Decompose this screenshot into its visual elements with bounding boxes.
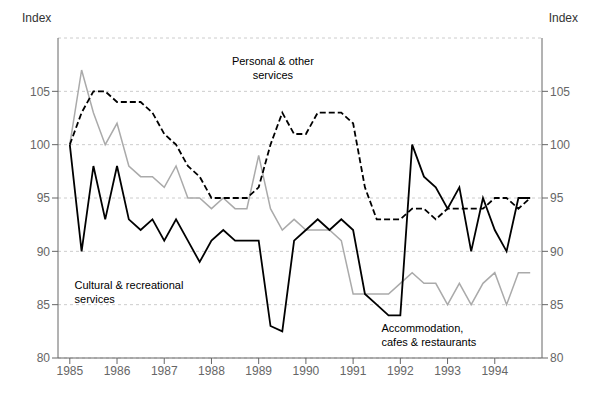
svg-text:85: 85 [37,298,51,312]
svg-text:80: 80 [550,351,564,365]
svg-text:Cultural & recreationalservice: Cultural & recreationalservices [75,279,184,305]
svg-text:95: 95 [550,191,564,205]
svg-text:105: 105 [30,85,50,99]
svg-text:1991: 1991 [340,364,367,378]
svg-text:1990: 1990 [293,364,320,378]
svg-text:80: 80 [37,351,51,365]
svg-text:1993: 1993 [434,364,461,378]
svg-text:100: 100 [30,138,50,152]
svg-text:1986: 1986 [104,364,131,378]
svg-text:95: 95 [37,191,51,205]
svg-text:100: 100 [550,138,570,152]
svg-text:1989: 1989 [245,364,272,378]
html-text:Index: Index [548,11,578,25]
svg-text:1985: 1985 [56,364,83,378]
svg-text:Personal & otherservices: Personal & otherservices [232,55,314,81]
svg-text:1988: 1988 [198,364,225,378]
html-text:Index: Index [22,11,52,25]
svg-text:90: 90 [37,245,51,259]
svg-text:105: 105 [550,85,570,99]
svg-text:Accommodation,cafes & restaura: Accommodation,cafes & restaurants [381,322,476,348]
svg-text:1987: 1987 [151,364,178,378]
svg-text:1992: 1992 [387,364,414,378]
svg-text:90: 90 [550,245,564,259]
svg-text:85: 85 [550,298,564,312]
svg-text:1994: 1994 [481,364,508,378]
